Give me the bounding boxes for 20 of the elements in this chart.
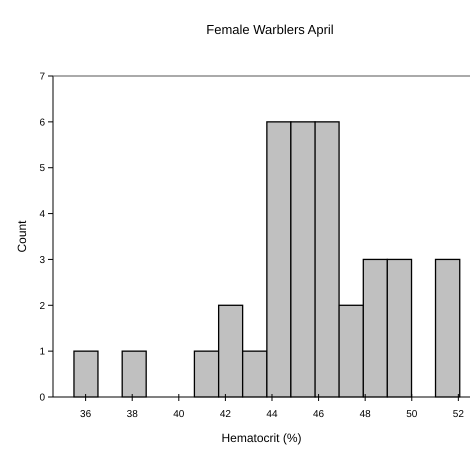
x-tick-label: 48 (360, 409, 372, 420)
x-tick-label: 50 (406, 409, 418, 420)
y-tick-label: 5 (39, 163, 46, 174)
x-tick-label: 46 (313, 409, 325, 420)
x-tick-label: 42 (220, 409, 232, 420)
y-tick-label: 1 (39, 346, 46, 358)
x-tick-label: 36 (80, 409, 92, 420)
y-tick-label: 4 (39, 209, 46, 220)
x-tick-label: 40 (173, 409, 185, 420)
x-tick-label: 38 (126, 409, 138, 420)
y-tick-label: 6 (39, 117, 46, 128)
y-tick-label: 7 (39, 72, 46, 82)
y-tick-label: 2 (39, 300, 46, 312)
x-tick-label: 44 (266, 409, 278, 420)
x-axis-title: Hematocrit (%) (221, 431, 302, 445)
y-tick-label: 0 (39, 392, 46, 404)
y-tick-label: 3 (39, 254, 46, 266)
y-axis-title: Count (15, 220, 29, 253)
x-tick-label: 52 (452, 409, 464, 420)
chart-title: Female Warblers April (206, 22, 334, 37)
